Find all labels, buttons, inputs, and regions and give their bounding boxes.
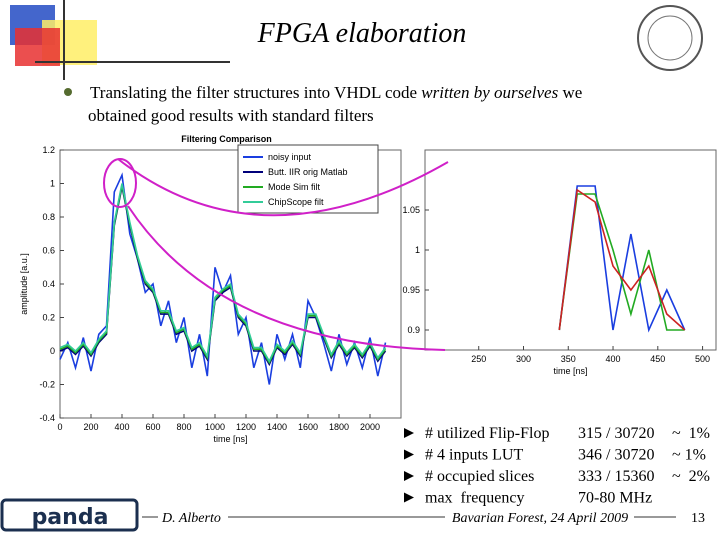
charts: -0.4-0.200.20.40.60.811.20 200 400 600 800 10…: [19, 134, 717, 444]
y-tick-label: 1.05: [402, 205, 420, 215]
zoom-line: [127, 205, 446, 351]
stat-item: # utilized Flip-Flop: [425, 425, 549, 442]
chart-title: Filtering Comparison: [181, 134, 272, 144]
x-tick-label: 300: [516, 354, 531, 364]
x-tick-label: 1800: [329, 422, 349, 432]
corner-logo: [10, 0, 230, 80]
bullet-text: Translating the filter structures into V…: [90, 83, 582, 102]
x-tick-label: 600: [145, 422, 160, 432]
y-tick-label: -0.4: [39, 413, 55, 423]
logo-frame: [0, 498, 139, 532]
legend: noisy input Butt. IIR orig Matlab Mode Sim…: [237, 144, 379, 214]
logo-text: panda: [32, 505, 109, 530]
legend-label: Mode Sim filt: [268, 182, 321, 192]
highlight-ellipse: [103, 158, 137, 208]
author: D. Alberto: [161, 511, 221, 526]
footer-text: Bavarian Forest, 24 April 2009: [452, 511, 628, 526]
y-tick-label: 0.8: [42, 212, 55, 222]
y-tick-label: 1: [50, 179, 55, 189]
x-tick-label: 400: [114, 422, 129, 432]
x-tick-label: 2000: [360, 422, 380, 432]
list-arrow: [404, 449, 414, 460]
legend-label: ChipScope filt: [268, 197, 324, 207]
x-tick-label: 450: [650, 354, 665, 364]
x-tick-label: 1400: [267, 422, 287, 432]
seal: [637, 5, 703, 71]
stat-value: 315 / 30720: [578, 425, 654, 442]
stat-item: max frequency: [425, 490, 525, 507]
legend-label: Butt. IIR orig Matlab: [268, 167, 348, 177]
y-tick-label: -0.2: [39, 380, 55, 390]
y-tick-label: 0.2: [42, 313, 55, 323]
y-axis-label: amplitude [a.u.]: [19, 253, 29, 315]
x-tick-label: 500: [695, 354, 710, 364]
stat-value: 70-80 MHz: [578, 490, 652, 507]
footer-logo: panda: [0, 498, 139, 532]
chart: 0.9 0.95 1 1.05 250 300 350 400 450 500 time [ns]: [402, 149, 717, 376]
slide-title: FPGA elaboration: [257, 18, 467, 49]
y-tick-label: 0.9: [407, 325, 420, 335]
bullet-text: obtained good results with standard filt…: [88, 106, 374, 125]
x-tick-label: 800: [176, 422, 191, 432]
bullet-part: written by ourselves: [421, 83, 558, 102]
y-tick-label: 1.2: [42, 145, 55, 155]
x-tick-label: 1000: [205, 422, 225, 432]
stat-item: # occupied slices: [425, 468, 534, 485]
stat-percent: ~ 1%: [672, 447, 706, 464]
stat-percent: ~ 2%: [672, 468, 710, 485]
bullet-part: Translating the filter structures into V…: [90, 83, 421, 102]
annotations: [103, 158, 449, 351]
stats-list: # utilized Flip-Flop 315 / 30720 ~ 1% # 4 i…: [404, 425, 710, 507]
series-line: [59, 183, 387, 363]
x-tick-label: 250: [471, 354, 486, 364]
page-number: 13: [691, 511, 705, 526]
x-tick-label: 200: [83, 422, 98, 432]
x-axis-label: time [ns]: [213, 434, 247, 444]
x-tick-label: 1200: [236, 422, 256, 432]
x-axis-label: time [ns]: [553, 366, 587, 376]
zoom-line: [117, 158, 449, 217]
stat-item: # 4 inputs LUT: [425, 447, 523, 464]
bullet-part: we: [558, 83, 582, 102]
x-tick-label: 0: [57, 422, 62, 432]
series-line: [558, 188, 686, 331]
y-tick-label: 1: [415, 245, 420, 255]
stat-value: 333 / 15360: [578, 468, 654, 485]
red-square: [15, 28, 60, 66]
stat-percent: ~ 1%: [672, 425, 710, 442]
x-tick-label: 1600: [298, 422, 318, 432]
chart: -0.4 -0.2 0 0.2 0.4 0.6 0.8 1 1.2 0 200 400 600 800 10…: [19, 134, 402, 444]
list-arrow: [404, 471, 414, 481]
list-arrow: [404, 428, 414, 438]
seal-ring: [647, 15, 693, 61]
y-tick-label: 0: [50, 346, 55, 356]
x-tick-label: 350: [561, 354, 576, 364]
y-tick-label: 0.6: [42, 246, 55, 256]
bullet-dot: [64, 88, 72, 96]
series-line: [558, 193, 685, 331]
legend-label: noisy input: [268, 152, 312, 162]
x-tick-label: 400: [606, 354, 621, 364]
y-tick-label: 0.95: [402, 285, 420, 295]
list-arrow: [404, 492, 414, 503]
seal-ring: [637, 5, 703, 71]
stat-value: 346 / 30720: [578, 447, 654, 464]
y-tick-label: 0.4: [42, 279, 55, 289]
